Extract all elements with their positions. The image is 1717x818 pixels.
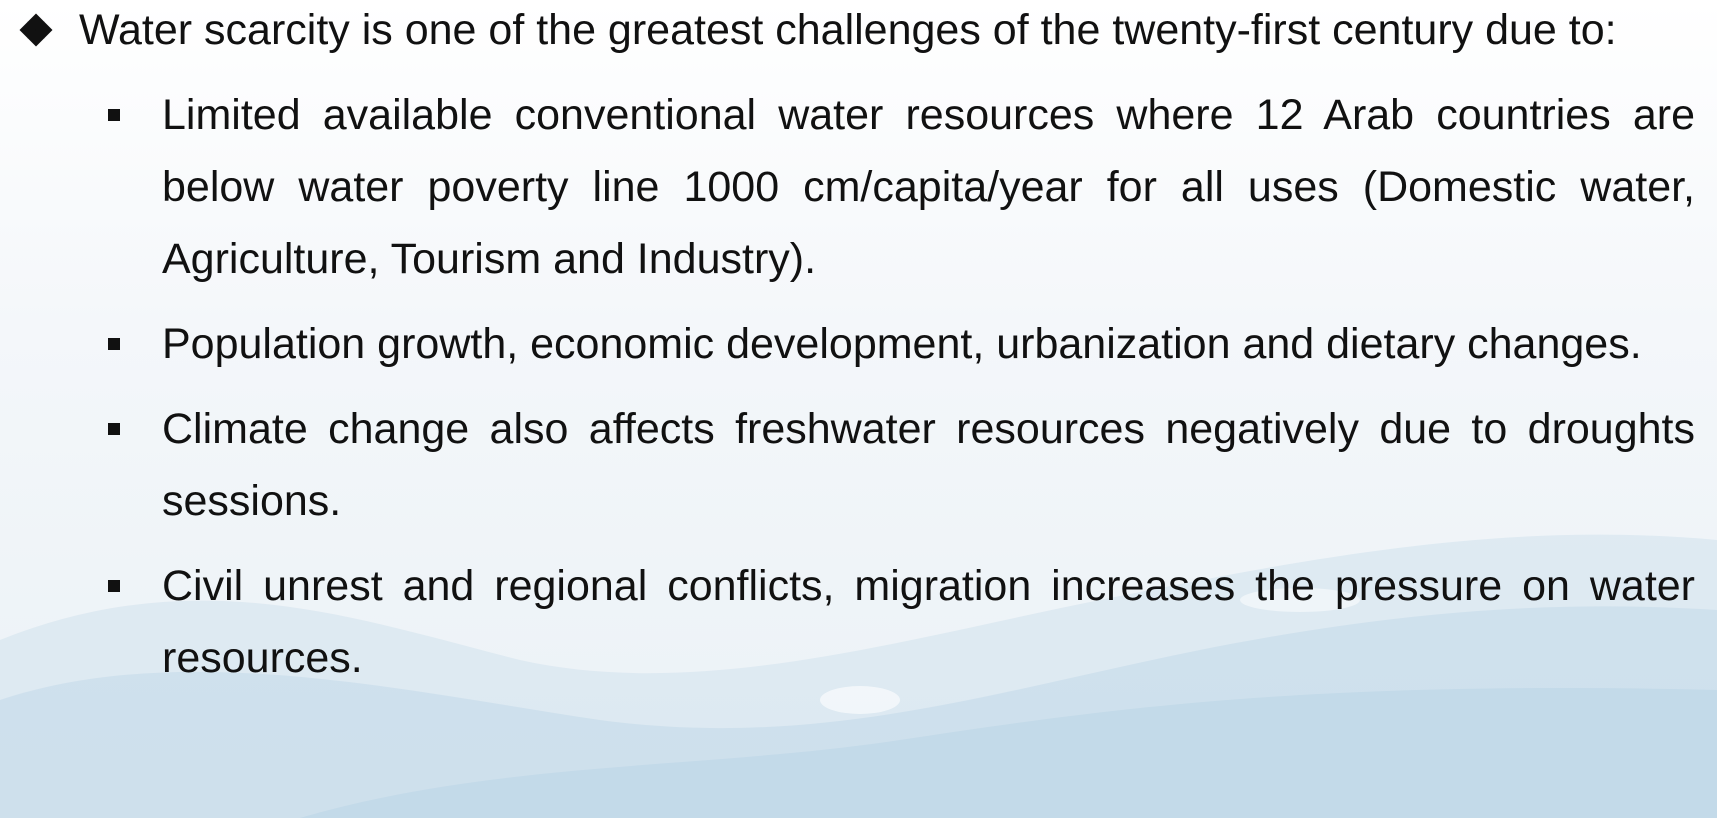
square-bullet xyxy=(104,79,162,151)
main-bullet: Water scarcity is one of the greatest ch… xyxy=(0,0,1717,66)
sub-bullet: Population growth, economic development,… xyxy=(0,308,1717,380)
slide: Water scarcity is one of the greatest ch… xyxy=(0,0,1717,818)
square-bullet xyxy=(104,308,162,380)
sub-bullet: Civil unrest and regional conflicts, mig… xyxy=(0,550,1717,694)
bullet-text: Limited available conventional water res… xyxy=(162,79,1695,295)
content: Water scarcity is one of the greatest ch… xyxy=(0,0,1717,694)
diamond-bullet xyxy=(8,0,79,66)
sub-bullet: Limited available conventional water res… xyxy=(0,79,1717,295)
square-bullet xyxy=(104,393,162,465)
main-text: Water scarcity is one of the greatest ch… xyxy=(79,0,1695,66)
bullet-text: Climate change also affects freshwater r… xyxy=(162,393,1695,537)
bullet-text: Civil unrest and regional conflicts, mig… xyxy=(162,550,1695,694)
bullet-text: Population growth, economic development,… xyxy=(162,308,1695,380)
square-bullet xyxy=(104,550,162,622)
sub-bullet: Climate change also affects freshwater r… xyxy=(0,393,1717,537)
